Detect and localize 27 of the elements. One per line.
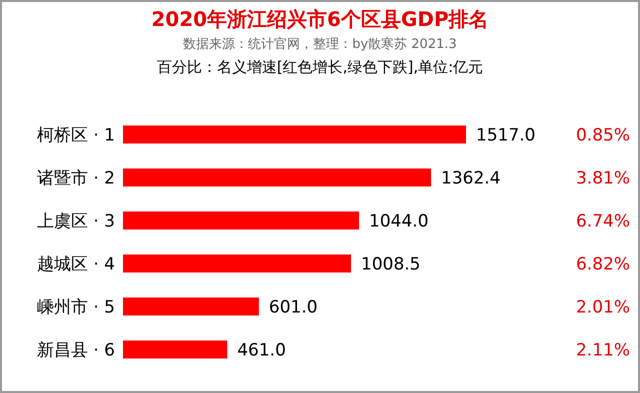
y-tick-label: 柯桥区 · 1 (36, 126, 115, 146)
data-label: 601.0 (268, 298, 318, 318)
bar (123, 254, 352, 272)
text: 6.74% (576, 212, 630, 232)
bar (123, 168, 432, 186)
y-tick-label: 嵊州市 · 5 (36, 298, 115, 318)
bar (123, 212, 360, 230)
y-tick-label: 越城区 · 4 (36, 254, 115, 274)
y-tick-label: 新昌县 · 6 (36, 340, 115, 360)
data-label: 1044.0 (369, 212, 429, 232)
y-tick-label: 诸暨市 · 2 (36, 168, 115, 188)
chart-title: 2020年浙江绍兴市6个区县GDP排名 (151, 7, 489, 31)
bar (123, 298, 259, 316)
text: 2.11% (576, 340, 630, 360)
data-label: 1517.0 (476, 126, 536, 146)
chart-subtitle: 数据来源：统计官网，整理：by散寒苏 2021.3 (183, 36, 457, 52)
text: 百分比：名义增速[红色增长,绿色下跌],单位:亿元 (156, 58, 484, 76)
data-label: 1362.4 (441, 168, 501, 188)
bar (123, 126, 466, 144)
y-tick-label: 上虞区 · 3 (36, 212, 115, 232)
bar (123, 340, 228, 358)
text: 2.01% (576, 298, 630, 318)
data-label: 461.0 (237, 340, 286, 360)
text: 6.82% (576, 254, 630, 274)
data-label: 1008.5 (361, 254, 421, 274)
text: 3.81% (576, 168, 630, 188)
text: 0.85% (576, 126, 630, 146)
